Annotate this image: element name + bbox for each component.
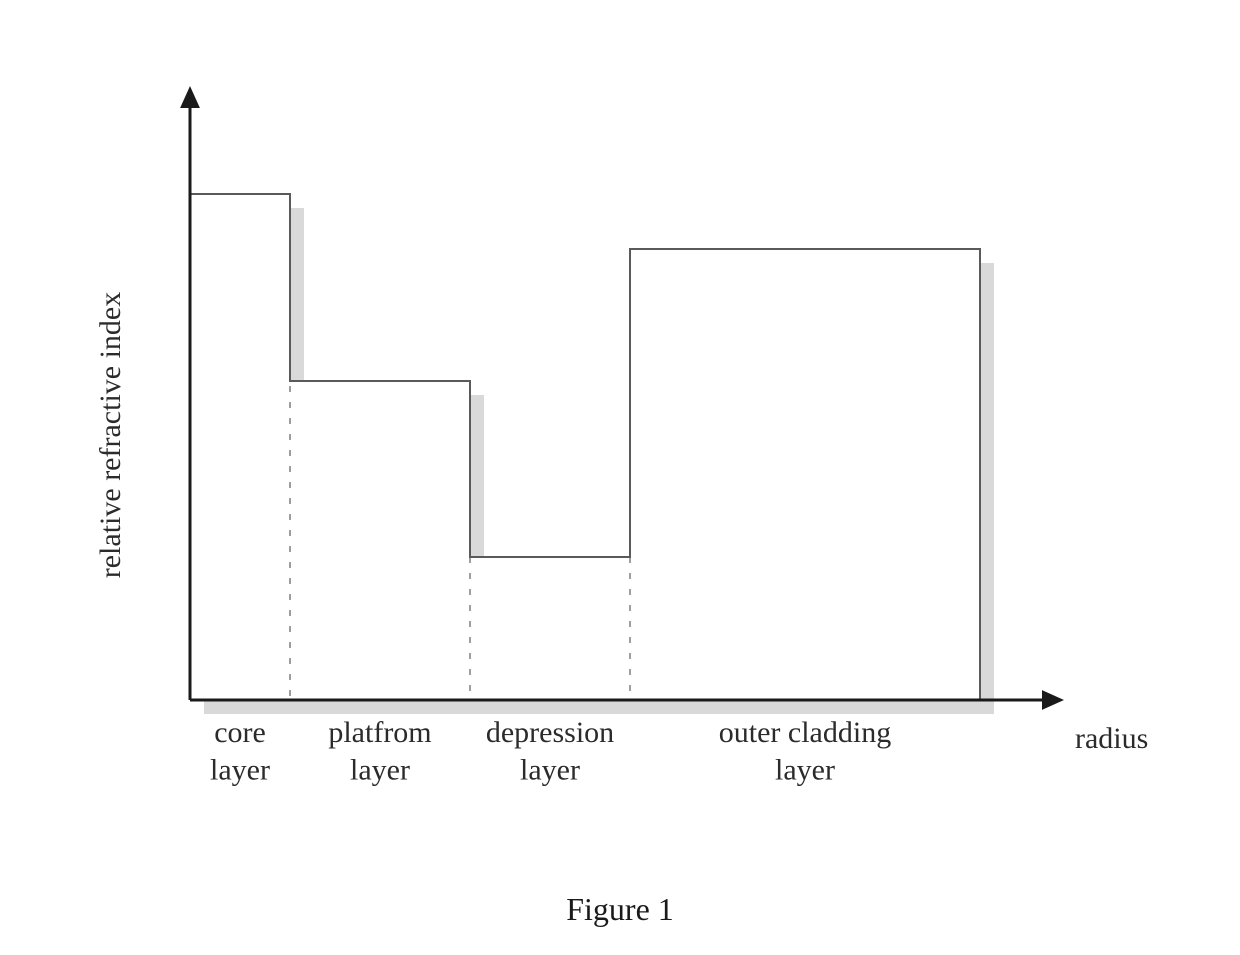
y-axis-label: relative refractive index — [94, 292, 127, 579]
x-axis-label: radius — [1075, 722, 1148, 755]
figure-svg: relative refractive indexradiuscorelayer… — [0, 0, 1240, 955]
figure-caption: Figure 1 — [566, 891, 674, 927]
figure-container: relative refractive indexradiuscorelayer… — [0, 0, 1240, 955]
